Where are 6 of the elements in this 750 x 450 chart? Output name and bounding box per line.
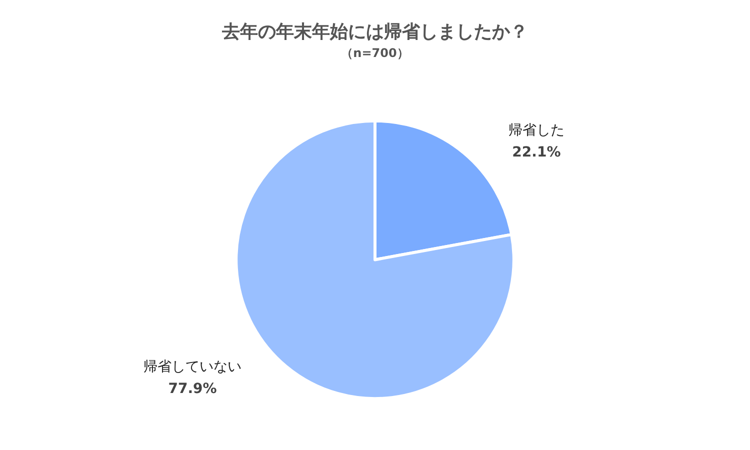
slice-label: 帰省した	[508, 122, 564, 138]
data-label: 77.9%	[168, 380, 217, 397]
chart-title: 去年の年末年始には帰省しましたか？	[221, 22, 528, 42]
slice-label: 帰省していない	[144, 358, 242, 375]
data-label: 22.1%	[512, 144, 561, 160]
chart-subtitle: （n=700）	[341, 46, 409, 60]
